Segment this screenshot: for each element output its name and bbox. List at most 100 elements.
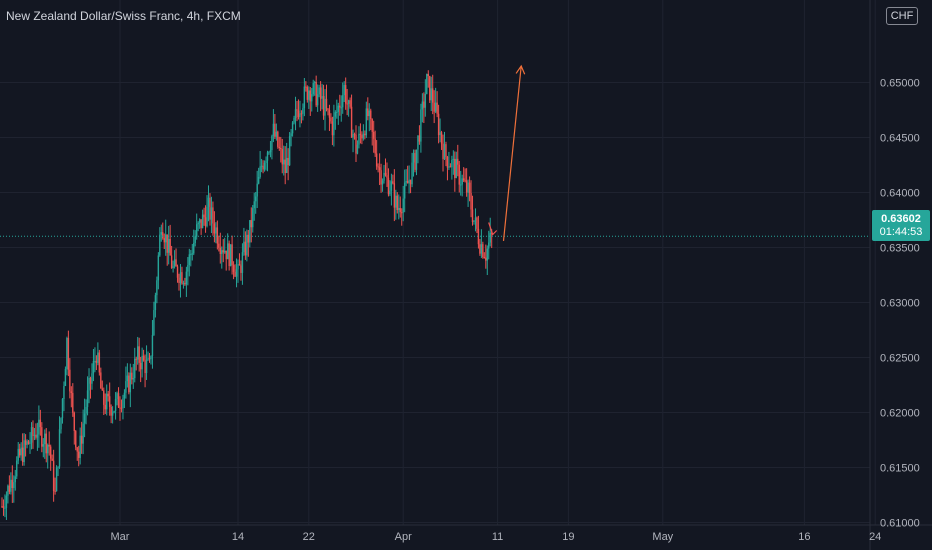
- candle-body: [100, 372, 102, 389]
- candle-body: [169, 238, 171, 256]
- candle-body: [206, 206, 208, 227]
- candle-body: [61, 399, 64, 419]
- candle-body: [358, 133, 360, 145]
- candle-body: [464, 180, 466, 182]
- candle-body: [271, 135, 273, 151]
- candle-body: [437, 113, 440, 136]
- candle-body: [297, 110, 300, 118]
- candle-body: [148, 358, 151, 360]
- candle-body: [187, 264, 189, 272]
- candle-body: [311, 94, 313, 102]
- candle-body: [411, 162, 413, 185]
- candle-body: [122, 398, 124, 409]
- candle-body: [85, 406, 87, 414]
- candle-body: [213, 223, 216, 234]
- candle-body: [417, 135, 419, 150]
- candle-body: [277, 131, 279, 147]
- candle-body: [287, 157, 289, 166]
- candle-body: [255, 196, 257, 202]
- candle-body: [328, 110, 331, 118]
- candle-body: [76, 447, 78, 452]
- candle-body: [364, 133, 366, 136]
- candle-body: [275, 131, 278, 137]
- candle-body: [129, 372, 132, 393]
- candle-body: [421, 101, 424, 110]
- candle-body: [79, 435, 81, 458]
- candle-body: [302, 108, 304, 114]
- candle-body: [405, 180, 407, 183]
- candle-body: [488, 242, 490, 249]
- candle-body: [49, 446, 52, 459]
- candle-body: [92, 361, 95, 374]
- candle-body: [144, 360, 146, 374]
- candle-body: [142, 355, 145, 361]
- currency-selector[interactable]: CHF: [886, 7, 918, 25]
- candle-body: [172, 266, 174, 268]
- candle-body: [51, 458, 53, 461]
- candle-body: [45, 433, 47, 454]
- candle-body: [114, 399, 117, 412]
- candle-body: [64, 369, 67, 387]
- candle-body: [315, 82, 317, 106]
- symbol-title: New Zealand Dollar/Swiss Franc, 4h, FXCM: [6, 9, 241, 23]
- candle-body: [467, 182, 469, 193]
- candle-body: [262, 165, 264, 170]
- candle-body: [216, 227, 219, 244]
- candle-body: [334, 112, 337, 117]
- candle-body: [378, 167, 381, 171]
- price-tick-label: 0.64000: [880, 188, 920, 200]
- candle-body: [160, 232, 162, 235]
- candle-body: [89, 377, 92, 384]
- candle-body: [429, 76, 431, 101]
- candle-body: [176, 266, 179, 278]
- candle-body: [386, 175, 388, 178]
- candle-body: [468, 182, 471, 194]
- candle-body: [349, 100, 351, 107]
- price-tick-label: 0.61000: [880, 518, 920, 530]
- candle-body: [452, 158, 455, 160]
- candle-body: [212, 207, 214, 224]
- candle-body: [412, 153, 415, 163]
- candle-body: [159, 234, 161, 256]
- candle-body: [72, 392, 74, 413]
- candle-body: [116, 393, 118, 400]
- candlestick-series: [1, 70, 493, 520]
- candle-body: [48, 444, 50, 447]
- candle-body: [402, 198, 404, 213]
- candle-body: [396, 195, 398, 210]
- candle-body: [306, 87, 309, 100]
- time-tick-label: 14: [232, 531, 244, 543]
- candle-body: [380, 170, 382, 185]
- candle-body: [5, 495, 8, 508]
- candle-body: [418, 135, 421, 142]
- candle-body: [454, 158, 456, 178]
- candle-body: [17, 448, 19, 461]
- candle-body: [163, 238, 165, 243]
- candle-body: [343, 85, 345, 96]
- candle-body: [57, 466, 59, 468]
- candle-body: [260, 165, 263, 167]
- candle-body: [347, 100, 350, 104]
- forecast-arrow-line[interactable]: [502, 65, 522, 241]
- candle-body: [375, 153, 378, 167]
- time-axis[interactable]: Mar 14 22 Apr 11 19 May 16 24: [111, 531, 882, 543]
- candle-body: [274, 123, 276, 137]
- candle-body: [14, 476, 16, 483]
- candle-body: [324, 98, 326, 116]
- candle-body: [433, 102, 435, 112]
- candle-body: [398, 208, 400, 210]
- candle-body: [27, 441, 30, 444]
- candle-body: [252, 208, 254, 228]
- candle-body: [67, 337, 70, 370]
- candle-body: [340, 107, 342, 109]
- candle-body: [141, 355, 143, 370]
- candle-body: [197, 222, 199, 225]
- candle-body: [229, 244, 232, 267]
- candle-body: [128, 375, 130, 393]
- price-axis[interactable]: 0.61000 0.61500 0.62000 0.62500 0.63000 0.635…: [880, 78, 920, 530]
- candle-body: [44, 433, 46, 445]
- candle-body: [474, 217, 477, 221]
- candle-body: [47, 444, 49, 454]
